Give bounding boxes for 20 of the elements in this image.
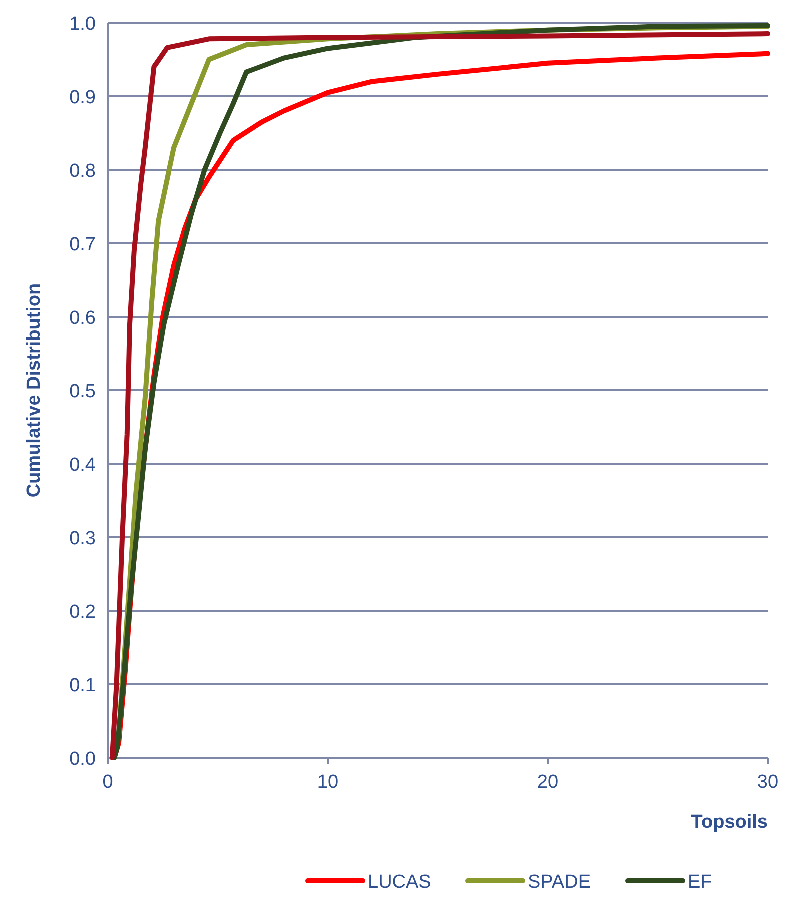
y-axis-title: Cumulative Distribution [24,283,45,498]
x-axis-title: Topsoils [691,812,768,833]
y-tick-label: 0.4 [70,455,96,476]
x-tick-label: 10 [317,772,339,793]
x-tick-label: 0 [102,772,114,793]
y-tick-label: 0.5 [70,382,96,402]
y-tick-label: 0.8 [70,161,96,182]
legend-label: LUCAS [368,872,432,893]
x-tick-label: 20 [537,772,559,793]
y-tick-label: 0.3 [70,528,96,550]
y-tick-label: 0.7 [70,234,96,256]
y-tick-label: 0.9 [70,88,96,108]
legend-label: SPADE [528,872,592,893]
y-tick-label: 0.1 [70,676,96,696]
y-tick-label: 0.2 [70,602,96,623]
x-tick-label: 30 [757,772,779,793]
y-tick-label: 0.0 [70,749,96,770]
y-tick-label: 0.6 [70,308,96,329]
y-tick-label: 1.0 [70,14,96,35]
legend-label: EF [688,872,712,893]
